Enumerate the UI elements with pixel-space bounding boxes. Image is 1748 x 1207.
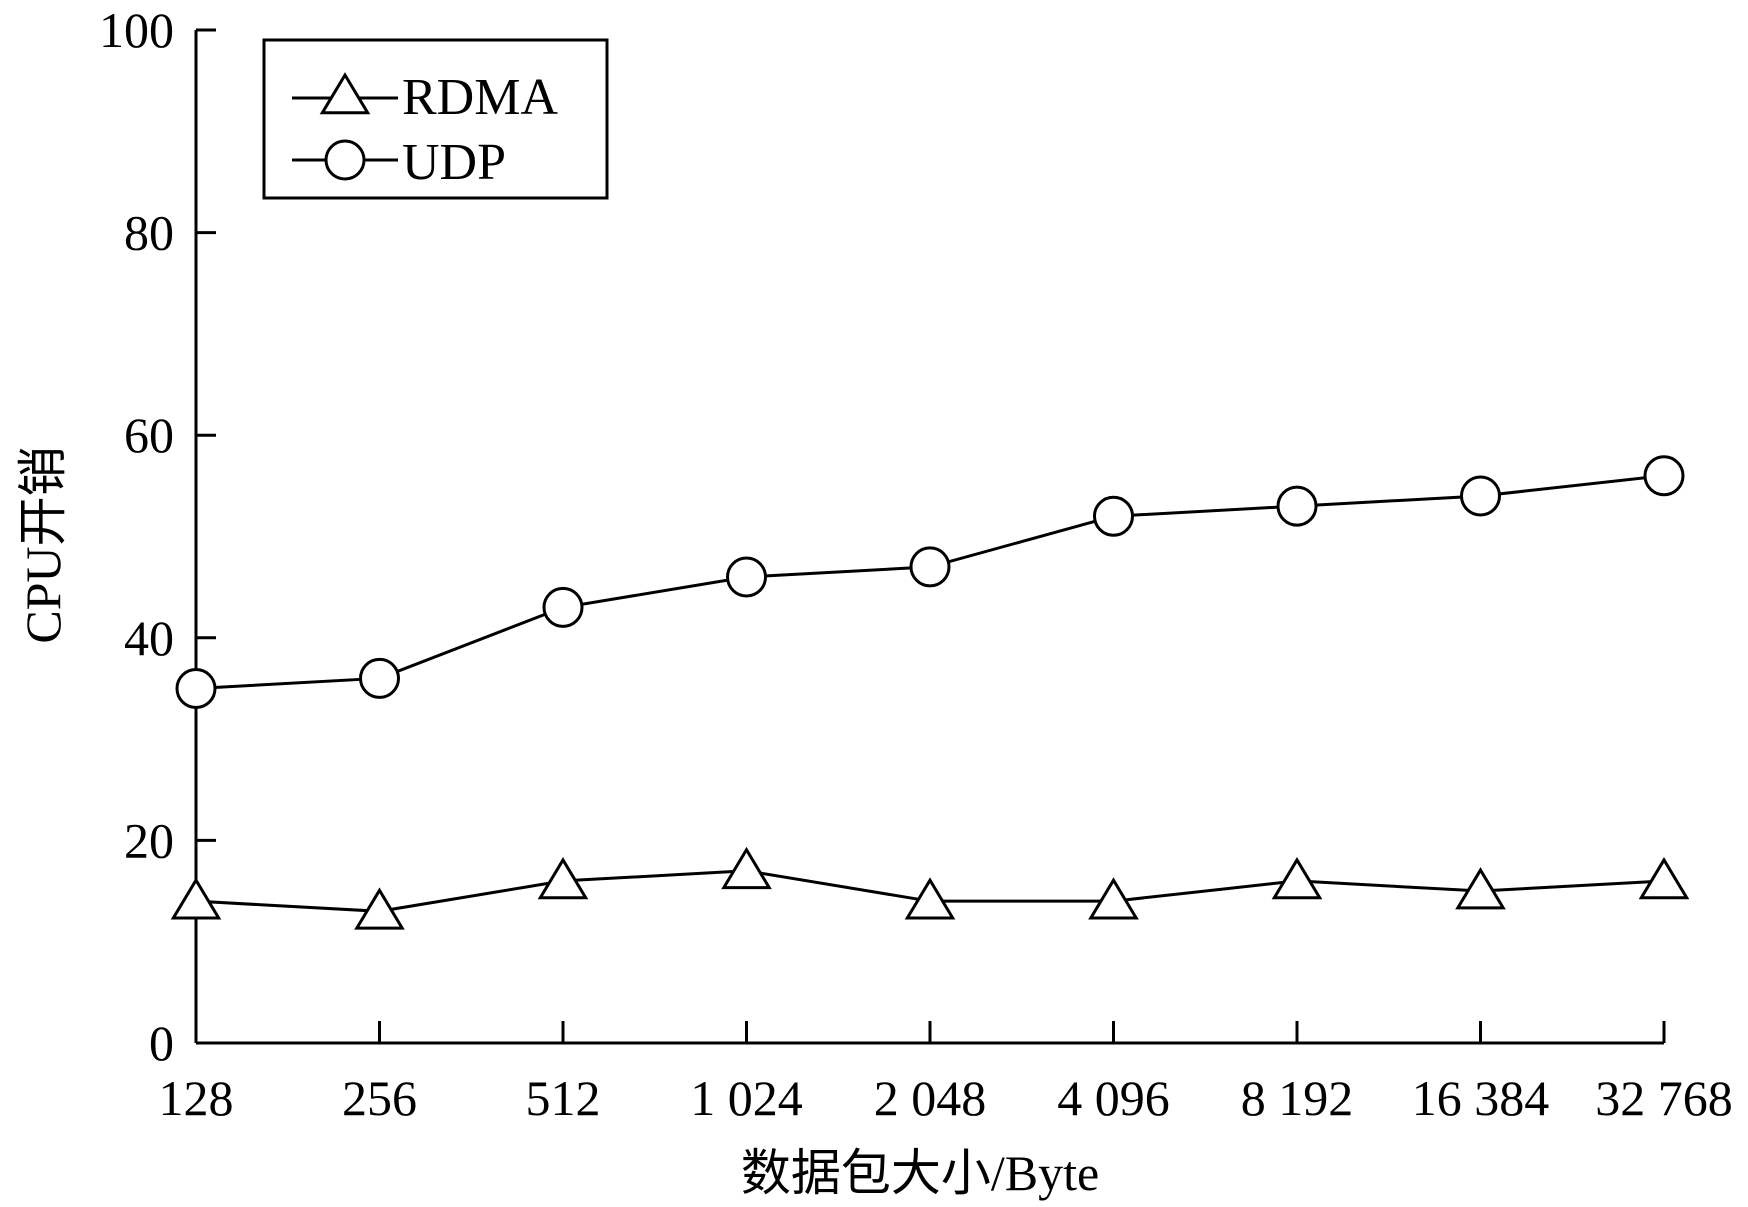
y-tick-label: 60 bbox=[124, 407, 174, 463]
data-point-rdma bbox=[1455, 867, 1506, 910]
x-tick-label: 4 096 bbox=[1057, 1070, 1170, 1126]
data-point-rdma bbox=[170, 877, 222, 920]
y-axis-title: CPU开销 bbox=[15, 446, 71, 643]
y-tick-label: 80 bbox=[124, 205, 174, 261]
legend-label-udp: UDP bbox=[402, 134, 506, 191]
series-rdma bbox=[170, 846, 1690, 930]
data-point-udp bbox=[175, 667, 217, 709]
axes: 0 20 40 60 80 100 128 256 512 1 024 2 048 4 096 8 19… bbox=[99, 2, 1733, 1126]
x-tick-label: 32 768 bbox=[1595, 1070, 1733, 1126]
data-point-udp bbox=[909, 546, 951, 588]
x-axis-title: 数据包大小/Byte bbox=[741, 1145, 1099, 1201]
data-point-udp bbox=[1460, 475, 1501, 517]
legend-marker-rdma bbox=[319, 72, 371, 115]
legend-box bbox=[262, 38, 609, 200]
data-point-udp bbox=[726, 556, 767, 598]
x-tick-label: 8 192 bbox=[1241, 1070, 1354, 1126]
y-tick-label: 0 bbox=[149, 1015, 174, 1071]
data-point-rdma bbox=[1271, 857, 1323, 900]
x-tick-label: 1 024 bbox=[690, 1070, 803, 1126]
y-tick-label: 20 bbox=[124, 812, 174, 868]
series-udp bbox=[175, 455, 1685, 709]
legend: RDMA UDP bbox=[262, 38, 609, 200]
data-point-rdma bbox=[1088, 877, 1139, 920]
legend-entries bbox=[292, 72, 398, 181]
data-point-rdma bbox=[721, 846, 772, 890]
data-point-udp bbox=[359, 657, 400, 699]
data-point-udp bbox=[1276, 485, 1318, 527]
legend-label-rdma: RDMA bbox=[402, 69, 558, 126]
data-point-udp bbox=[1093, 495, 1134, 537]
data-point-udp bbox=[542, 586, 584, 628]
y-tick-label: 40 bbox=[124, 610, 174, 666]
y-tick-label: 100 bbox=[99, 2, 174, 58]
data-point-udp bbox=[1643, 455, 1685, 497]
x-tick-label: 128 bbox=[159, 1070, 234, 1126]
x-tick-label: 256 bbox=[342, 1070, 417, 1126]
series-layer bbox=[170, 455, 1690, 930]
data-point-rdma bbox=[537, 857, 589, 900]
legend-marker-udp bbox=[324, 139, 366, 181]
data-point-rdma bbox=[354, 887, 405, 930]
data-point-rdma bbox=[1638, 857, 1690, 900]
x-tick-label: 2 048 bbox=[874, 1070, 987, 1126]
x-tick-label: 512 bbox=[526, 1070, 601, 1126]
data-point-rdma bbox=[904, 877, 956, 920]
x-tick-label: 16 384 bbox=[1412, 1070, 1550, 1126]
